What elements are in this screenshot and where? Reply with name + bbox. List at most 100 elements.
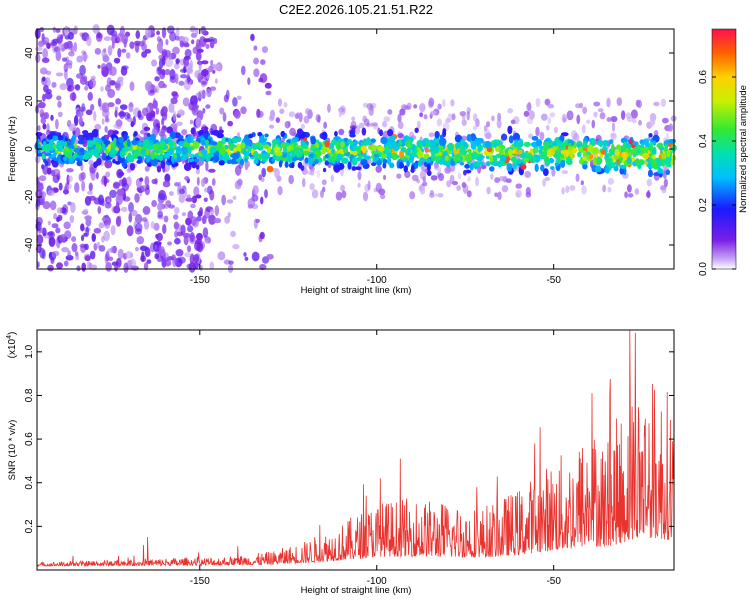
heatmap-band-cell: [486, 160, 491, 167]
heatmap-noise-cell: [366, 122, 371, 128]
heatmap-y-label: Frequency (Hz): [7, 116, 18, 181]
heatmap-band-cell: [422, 138, 430, 144]
heatmap-band-cell: [385, 153, 393, 159]
heatmap-noise-cell: [46, 123, 50, 133]
heatmap-band-cell: [592, 147, 600, 155]
heatmap-noise-cell: [625, 112, 632, 119]
heatmap-noise-cell: [341, 190, 347, 199]
heatmap-noise-cell: [66, 168, 74, 173]
heatmap-band-cell: [465, 169, 472, 174]
heatmap-noise-cell: [423, 114, 428, 120]
heatmap-band-cell: [233, 147, 237, 154]
heatmap-noise-cell: [88, 159, 94, 166]
heatmap-noise-cell: [161, 48, 168, 58]
heatmap-noise-cell: [154, 253, 159, 260]
heatmap-noise-cell: [167, 204, 176, 209]
heatmap-band-cell: [471, 151, 478, 160]
heatmap-band-cell: [112, 159, 116, 164]
heatmap-band-cell: [398, 162, 404, 169]
heatmap-noise-cell: [62, 57, 68, 62]
heatmap-noise-cell: [200, 178, 206, 188]
heatmap-noise-cell: [157, 192, 165, 204]
heatmap-noise-cell: [387, 109, 393, 115]
heatmap-noise-cell: [179, 68, 188, 73]
heatmap-noise-cell: [79, 76, 88, 85]
heatmap-noise-cell: [139, 177, 144, 182]
heatmap-noise-cell: [156, 202, 163, 211]
heatmap-band-cell: [382, 162, 387, 169]
heatmap-noise-cell: [232, 244, 240, 250]
heatmap-noise-cell: [38, 175, 47, 182]
heatmap-noise-cell: [67, 250, 71, 258]
heatmap-band-cell: [642, 152, 650, 160]
heatmap-band-cell: [253, 158, 259, 165]
heatmap-noise-cell: [55, 118, 59, 130]
heatmap-noise-cell: [551, 168, 556, 177]
heatmap-noise-cell: [39, 108, 45, 118]
heatmap-band-cell: [516, 142, 524, 148]
heatmap-noise-cell: [510, 119, 516, 125]
heatmap-band-cell: [614, 148, 620, 157]
heatmap-noise-cell: [665, 132, 669, 141]
heatmap-noise-cell: [244, 256, 249, 261]
heatmap-band-cell: [292, 136, 299, 143]
heatmap-band-cell: [154, 155, 163, 160]
heatmap-noise-cell: [261, 177, 265, 183]
heatmap-band-cell: [46, 134, 53, 140]
heatmap-band-cell: [179, 135, 184, 140]
heatmap-band-cell: [166, 148, 174, 156]
heatmap-noise-cell: [172, 110, 177, 122]
heatmap-noise-cell: [296, 112, 300, 119]
heatmap-noise-cell: [227, 120, 234, 127]
heatmap-noise-cell: [39, 247, 45, 259]
heatmap-noise-cell: [80, 234, 85, 242]
heatmap-noise-cell: [224, 216, 230, 224]
heatmap-noise-cell: [635, 99, 640, 108]
heatmap-band-cell: [211, 141, 218, 146]
heatmap-band-cell: [150, 158, 158, 167]
heatmap-band-cell: [225, 137, 229, 142]
heatmap-noise-cell: [180, 224, 186, 236]
heatmap-noise-cell: [121, 48, 127, 53]
heatmap-noise-cell: [72, 46, 78, 52]
heatmap-noise-cell: [110, 246, 118, 254]
heatmap-noise-cell: [157, 66, 162, 72]
heatmap-noise-cell: [205, 44, 210, 49]
heatmap-noise-cell: [144, 27, 152, 39]
heatmap-noise-cell: [202, 214, 207, 224]
heatmap-noise-cell: [165, 58, 174, 68]
heatmap-noise-cell: [480, 165, 487, 170]
heatmap-band-cell: [489, 155, 494, 163]
heatmap-noise-cell: [78, 116, 84, 126]
heatmap-noise-cell: [183, 55, 190, 67]
heatmap-band-cell: [613, 155, 620, 160]
heatmap-noise-cell: [187, 76, 191, 83]
heatmap-noise-cell: [178, 194, 185, 203]
heatmap-band-cell: [414, 127, 419, 133]
heatmap-band-cell: [538, 149, 543, 155]
heatmap-noise-cell: [227, 212, 231, 218]
snr-y-tick-label: 0.4: [24, 475, 35, 489]
heatmap-noise-cell: [204, 187, 208, 193]
heatmap-noise-cell: [302, 177, 306, 188]
heatmap-noise-cell: [181, 128, 188, 136]
snr-x-tick-label: -100: [367, 576, 387, 587]
heatmap-noise-cell: [211, 178, 216, 186]
heatmap-noise-cell: [275, 117, 280, 123]
heatmap-noise-cell: [89, 250, 96, 260]
heatmap-noise-cell: [505, 178, 512, 184]
heatmap-y-ticks: -40 -20 0 20 40: [24, 47, 674, 252]
heatmap-noise-cell: [351, 116, 356, 122]
snr-series-line: [36, 329, 675, 568]
heatmap-band-cell: [145, 148, 150, 156]
figure-title: C2E2.2026.105.21.51.R22: [279, 2, 433, 17]
heatmap-noise-cell: [81, 262, 87, 272]
heatmap-noise-cell: [46, 42, 51, 49]
heatmap-noise-cell: [247, 204, 254, 209]
heatmap-noise-cell: [539, 131, 545, 141]
heatmap-noise-cell: [134, 43, 140, 53]
snr-y-tick-label: 0.6: [24, 432, 35, 446]
heatmap-noise-cell: [163, 194, 168, 201]
snr-x-tick-label: -150: [190, 576, 210, 587]
heatmap-band-cell: [447, 142, 455, 151]
